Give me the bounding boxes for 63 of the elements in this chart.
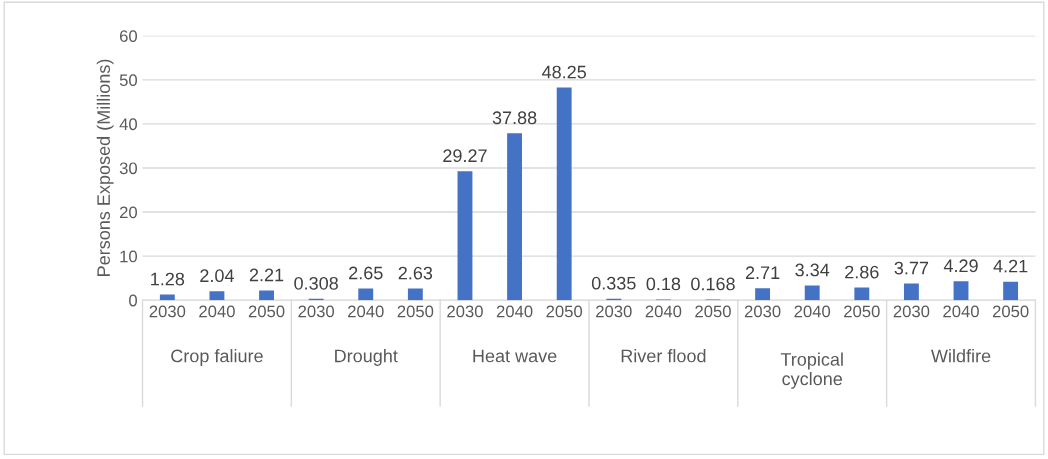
y-tick-label: 0 — [129, 294, 138, 307]
data-label: 0.308 — [294, 276, 338, 290]
data-label: 37.88 — [492, 111, 537, 125]
x-tick-label: 2030 — [298, 305, 335, 318]
x-tick-label: 2030 — [447, 305, 483, 318]
y-tick-label: 20 — [119, 206, 138, 219]
text: Heat wave — [473, 349, 557, 363]
x-tick-label: 2050 — [397, 305, 434, 318]
bar — [457, 171, 473, 301]
data-label: 3.77 — [894, 261, 929, 275]
data-label: 0.168 — [691, 277, 735, 291]
x-tick-label: 2040 — [943, 305, 979, 318]
x-tick-label: 2040 — [496, 305, 533, 318]
data-label: 2.63 — [398, 266, 433, 280]
data-label: 2.21 — [249, 268, 284, 282]
y-tick-label: 30 — [119, 162, 138, 175]
x-tick-label: 2050 — [844, 305, 880, 318]
x-tick-label: 2040 — [794, 305, 831, 318]
data-label: 1.28 — [151, 272, 185, 286]
bar — [1003, 281, 1019, 301]
bar — [358, 288, 374, 301]
data-label: 4.21 — [993, 259, 1028, 273]
bar — [953, 281, 969, 301]
y-tick-label: 10 — [120, 250, 138, 263]
x-tick-label: 2040 — [645, 305, 682, 318]
y-tick-label: 50 — [119, 74, 138, 87]
text: River flood — [621, 349, 706, 363]
data-label: 2.86 — [845, 265, 879, 279]
text: Crop faliure — [171, 349, 263, 366]
data-label: 2.04 — [200, 269, 234, 283]
bar — [407, 288, 423, 301]
data-label: 4.29 — [943, 259, 978, 273]
x-tick-label: 2040 — [199, 305, 235, 318]
bar — [507, 133, 523, 301]
y-tick-label: 40 — [119, 118, 138, 131]
data-label: 0.18 — [646, 277, 681, 291]
bar — [903, 283, 919, 301]
x-tick-label: 2030 — [149, 305, 186, 318]
data-label: 2.71 — [745, 266, 780, 279]
bar — [259, 290, 274, 301]
x-tick-label: 2050 — [546, 305, 583, 318]
x-tick-label: 2030 — [893, 305, 930, 318]
data-label: 2.65 — [349, 266, 383, 280]
text: Wildfire — [931, 349, 991, 363]
x-tick-label: 2030 — [744, 305, 781, 318]
data-label: 0.335 — [591, 276, 636, 290]
x-tick-label: 2050 — [992, 305, 1029, 318]
x-tick-label: 2040 — [348, 305, 384, 318]
x-tick-label: 2050 — [695, 305, 731, 318]
data-label: 3.34 — [795, 263, 830, 277]
bar — [209, 291, 225, 301]
y-axis-title: Persons Exposed (Millions) — [96, 59, 114, 276]
text: Tropical cyclone — [780, 352, 843, 389]
text: Drought — [335, 349, 398, 366]
bar — [755, 288, 771, 301]
data-label: 48.25 — [542, 65, 587, 79]
bar — [854, 287, 870, 301]
bar — [556, 87, 572, 301]
x-tick-label: 2030 — [596, 305, 632, 318]
y-tick-label: 60 — [119, 30, 138, 43]
x-tick-label: 2050 — [248, 305, 285, 318]
bar — [804, 285, 820, 301]
data-label: 29.27 — [443, 149, 487, 163]
